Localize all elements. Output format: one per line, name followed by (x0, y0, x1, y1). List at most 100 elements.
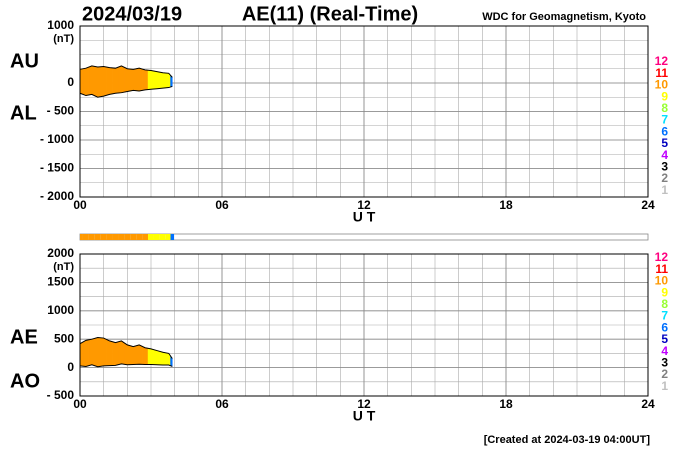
source: WDC for Geomagnetism, Kyoto (482, 11, 646, 23)
station-fill (100, 337, 107, 367)
series-label: AU (10, 50, 39, 72)
station-legend-label: 2 (661, 171, 668, 185)
coverage-cell (106, 234, 113, 240)
station-fill (82, 66, 90, 96)
x-tick-label: 24 (641, 397, 655, 411)
station-fill (147, 69, 155, 90)
station-fill (118, 340, 125, 365)
station-legend-label: 2 (661, 367, 668, 381)
station-fill (159, 351, 167, 366)
station-fill (106, 339, 113, 367)
coverage-cell (124, 234, 131, 240)
x-tick-label: 06 (215, 397, 229, 411)
series-line (79, 363, 173, 368)
station-legend-label: 12 (655, 54, 669, 68)
station-legend-label: 3 (661, 355, 668, 369)
coverage-cell (159, 234, 166, 240)
station-legend-label: 6 (661, 124, 668, 138)
created-note: [Created at 2024-03-19 04:00UT] (484, 434, 651, 446)
station-fill (124, 66, 131, 93)
station-legend-label: 1 (661, 379, 668, 393)
x-tick-label: 18 (499, 397, 513, 411)
station-fill (141, 345, 149, 365)
x-tick-label: 00 (73, 397, 87, 411)
coverage-cell (153, 234, 160, 240)
station-fill (153, 349, 161, 366)
coverage-cell (94, 234, 101, 240)
y-tick-label: - 1500 (40, 161, 74, 175)
coverage-cell (112, 234, 119, 240)
coverage-cell (80, 234, 83, 240)
station-fill (153, 70, 161, 90)
station-legend-label: 11 (655, 66, 668, 80)
station-fill (147, 347, 155, 365)
x-axis-label: U T (353, 209, 376, 225)
x-tick-label: 00 (73, 198, 87, 212)
station-legend-label: 1 (661, 183, 668, 197)
series-label: AE (10, 326, 38, 348)
station-legend-label: 8 (661, 101, 668, 115)
coverage-cell (88, 234, 95, 240)
station-fill (130, 68, 137, 92)
station-fill (94, 337, 101, 368)
x-tick-label: 12 (357, 397, 371, 411)
station-fill (135, 344, 143, 365)
y-tick-label: - 500 (47, 388, 75, 402)
y-tick-label: 0 (67, 360, 74, 374)
station-legend-label: 3 (661, 159, 668, 173)
station-legend-label: 9 (661, 285, 668, 299)
station-fill (112, 341, 119, 366)
station-fill (82, 339, 90, 367)
station-fill (94, 66, 101, 98)
station-legend-label: 12 (655, 250, 669, 264)
x-tick-label: 06 (215, 198, 229, 212)
station-legend-label: 7 (661, 309, 668, 323)
station-fill (124, 342, 131, 366)
plot-frame (79, 253, 649, 397)
series-line (79, 85, 173, 98)
date: 2024/03/19 (82, 3, 182, 25)
station-legend-label: 6 (661, 320, 668, 334)
x-tick-label: 12 (357, 198, 371, 212)
coverage-cell (136, 234, 143, 240)
unit-label: (nT) (53, 33, 74, 45)
station-legend-label: 5 (661, 136, 668, 150)
unit-label: (nT) (53, 261, 74, 273)
station-legend-label: 4 (661, 148, 668, 162)
station-fill (100, 66, 107, 97)
coverage-cell (82, 234, 89, 240)
coverage-cell (100, 234, 107, 240)
station-fill (88, 338, 96, 367)
station-fill (118, 65, 125, 94)
coverage-cell (142, 234, 149, 240)
coverage-cell (118, 234, 125, 240)
station-legend-label: 11 (655, 262, 668, 276)
station-legend-label: 5 (661, 332, 668, 346)
x-axis-label: U T (353, 408, 376, 424)
y-tick-label: - 1000 (40, 132, 74, 146)
y-tick-label: - 500 (47, 104, 75, 118)
series-label: AO (10, 370, 40, 392)
series-label: AL (10, 102, 37, 124)
coverage-cell (130, 234, 137, 240)
series-line (79, 65, 173, 78)
title: AE(11) (Real-Time) (242, 3, 418, 25)
y-tick-label: 1000 (47, 303, 74, 317)
x-tick-label: 24 (641, 198, 655, 212)
y-tick-label: 2000 (47, 246, 74, 260)
series-line (79, 336, 173, 359)
station-legend-label: 9 (661, 89, 668, 103)
station-legend-label: 10 (655, 274, 669, 288)
station-fill (88, 65, 96, 97)
plot-frame (79, 25, 649, 198)
station-legend-label: 7 (661, 113, 668, 127)
station-fill (130, 345, 137, 365)
y-tick-label: 1500 (47, 275, 74, 289)
station-legend-label: 10 (655, 78, 669, 92)
station-legend-label: 4 (661, 344, 668, 358)
y-tick-label: - 2000 (40, 189, 74, 203)
station-fill (106, 66, 113, 96)
station-legend-label: 8 (661, 297, 668, 311)
station-fill (135, 67, 143, 92)
